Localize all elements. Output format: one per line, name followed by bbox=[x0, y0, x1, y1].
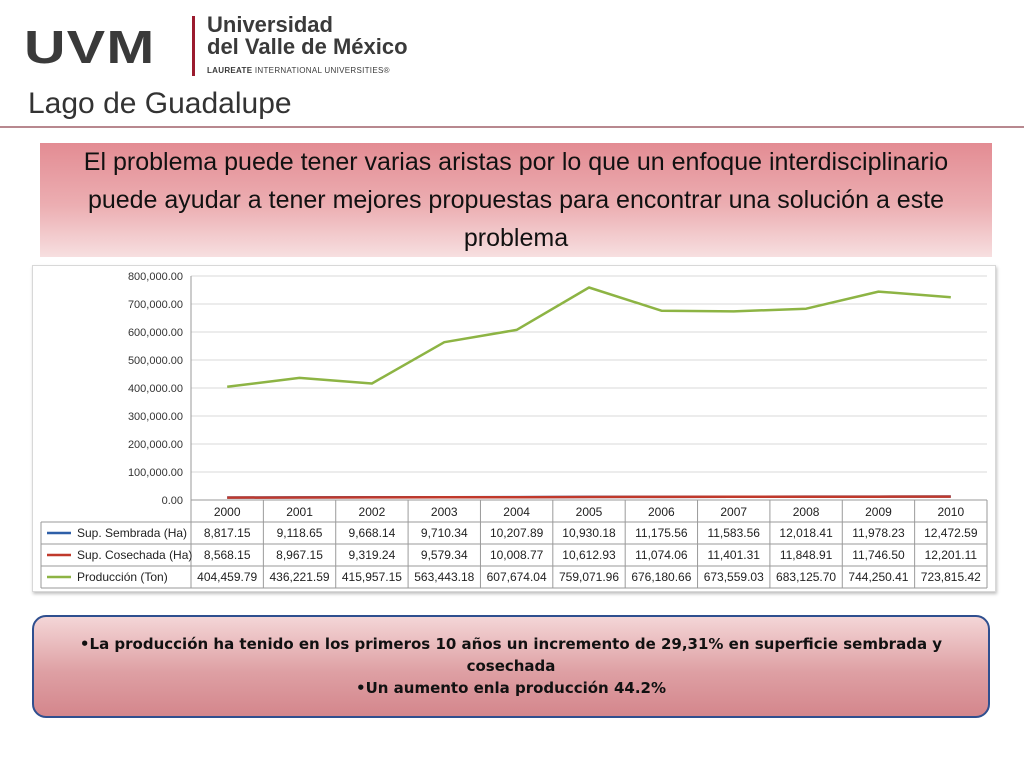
data-label: 744,250.41 bbox=[848, 570, 908, 584]
x-tick-label: 2002 bbox=[359, 505, 386, 519]
logo-mark: UVM bbox=[24, 21, 156, 73]
x-tick-label: 2007 bbox=[720, 505, 747, 519]
x-tick-label: 2010 bbox=[937, 505, 964, 519]
x-tick-label: 2003 bbox=[431, 505, 458, 519]
logo-name-line1: Universidad bbox=[207, 12, 333, 37]
x-tick-label: 2005 bbox=[576, 505, 603, 519]
y-tick-label: 300,000.00 bbox=[128, 411, 183, 423]
data-label: 607,674.04 bbox=[487, 570, 547, 584]
problem-banner: El problema puede tener varias aristas p… bbox=[40, 143, 992, 257]
data-label: 9,319.24 bbox=[349, 548, 396, 562]
line-chart: 0.00 100,000.00 200,000.00 300,000.00 400,00… bbox=[40, 271, 988, 589]
data-label: 10,008.77 bbox=[490, 548, 544, 562]
data-label: 10,930.18 bbox=[562, 526, 616, 540]
legend-label: Producción (Ton) bbox=[77, 570, 168, 584]
data-label: 11,401.31 bbox=[707, 548, 760, 562]
summary-box: •La producción ha tenido en los primeros… bbox=[32, 615, 990, 718]
series-line bbox=[227, 286, 951, 389]
logo-tagline: LAUREATE INTERNATIONAL UNIVERSITIES® bbox=[207, 66, 390, 75]
chart-panel: 0.00 100,000.00 200,000.00 300,000.00 400,00… bbox=[32, 265, 996, 592]
x-tick-label: 2001 bbox=[286, 505, 313, 519]
slide-title: Lago de Guadalupe bbox=[28, 87, 292, 120]
data-label: 11,848.91 bbox=[780, 548, 833, 562]
data-label: 436,221.59 bbox=[270, 570, 330, 584]
x-tick-label: 2008 bbox=[793, 505, 820, 519]
x-tick-label: 2000 bbox=[214, 505, 241, 519]
x-tick-label: 2006 bbox=[648, 505, 675, 519]
y-tick-label: 800,000.00 bbox=[128, 271, 183, 283]
data-label: 12,472.59 bbox=[924, 526, 978, 540]
y-tick-label: 100,000.00 bbox=[128, 467, 183, 479]
banner-text: El problema puede tener varias aristas p… bbox=[83, 148, 949, 252]
data-label: 11,583.56 bbox=[707, 526, 760, 540]
data-label: 8,967.15 bbox=[276, 548, 323, 562]
data-label: 10,207.89 bbox=[490, 526, 544, 540]
data-label: 9,579.34 bbox=[421, 548, 468, 562]
data-label: 676,180.66 bbox=[631, 570, 691, 584]
y-tick-label: 0.00 bbox=[162, 495, 183, 507]
data-label: 9,118.65 bbox=[277, 526, 323, 540]
data-label: 9,668.14 bbox=[349, 526, 396, 540]
data-label: 404,459.79 bbox=[197, 570, 257, 584]
legend-label: Sup. Sembrada (Ha) bbox=[77, 526, 187, 540]
data-label: 11,074.06 bbox=[635, 548, 688, 562]
y-tick-label: 200,000.00 bbox=[128, 439, 183, 451]
data-label: 10,612.93 bbox=[562, 548, 616, 562]
legend-label: Sup. Cosechada (Ha) bbox=[77, 548, 192, 562]
summary-line-1: •La producción ha tenido en los primeros… bbox=[79, 635, 943, 675]
logo-tag-rest: INTERNATIONAL UNIVERSITIES® bbox=[252, 66, 390, 75]
y-tick-label: 400,000.00 bbox=[128, 383, 183, 395]
data-label: 9,710.34 bbox=[421, 526, 468, 540]
data-label: 759,071.96 bbox=[559, 570, 619, 584]
logo-divider bbox=[192, 16, 195, 76]
data-label: 8,817.15 bbox=[204, 526, 251, 540]
title-divider bbox=[0, 126, 1024, 128]
logo-tag-bold: LAUREATE bbox=[207, 66, 253, 75]
logo-name-line2: del Valle de México bbox=[207, 34, 408, 59]
data-label: 683,125.70 bbox=[776, 570, 836, 584]
series-line bbox=[227, 495, 951, 499]
y-tick-label: 600,000.00 bbox=[128, 327, 183, 339]
data-label: 11,746.50 bbox=[852, 548, 905, 562]
summary-line-2: •Un aumento enla producción 44.2% bbox=[355, 679, 666, 697]
data-label: 12,201.11 bbox=[925, 548, 978, 562]
x-tick-label: 2009 bbox=[865, 505, 892, 519]
data-label: 563,443.18 bbox=[414, 570, 474, 584]
y-tick-label: 500,000.00 bbox=[128, 355, 183, 367]
data-label: 12,018.41 bbox=[779, 526, 833, 540]
data-label: 415,957.15 bbox=[342, 570, 402, 584]
y-tick-label: 700,000.00 bbox=[128, 299, 183, 311]
university-logo: UVM Universidad del Valle de México LAUR… bbox=[24, 14, 424, 80]
logo-name: Universidad del Valle de México bbox=[207, 14, 408, 58]
data-label: 723,815.42 bbox=[921, 570, 981, 584]
data-label: 673,559.03 bbox=[704, 570, 764, 584]
x-tick-label: 2004 bbox=[503, 505, 530, 519]
data-label: 11,978.23 bbox=[852, 526, 905, 540]
data-label: 8,568.15 bbox=[204, 548, 251, 562]
data-label: 11,175.56 bbox=[635, 526, 688, 540]
